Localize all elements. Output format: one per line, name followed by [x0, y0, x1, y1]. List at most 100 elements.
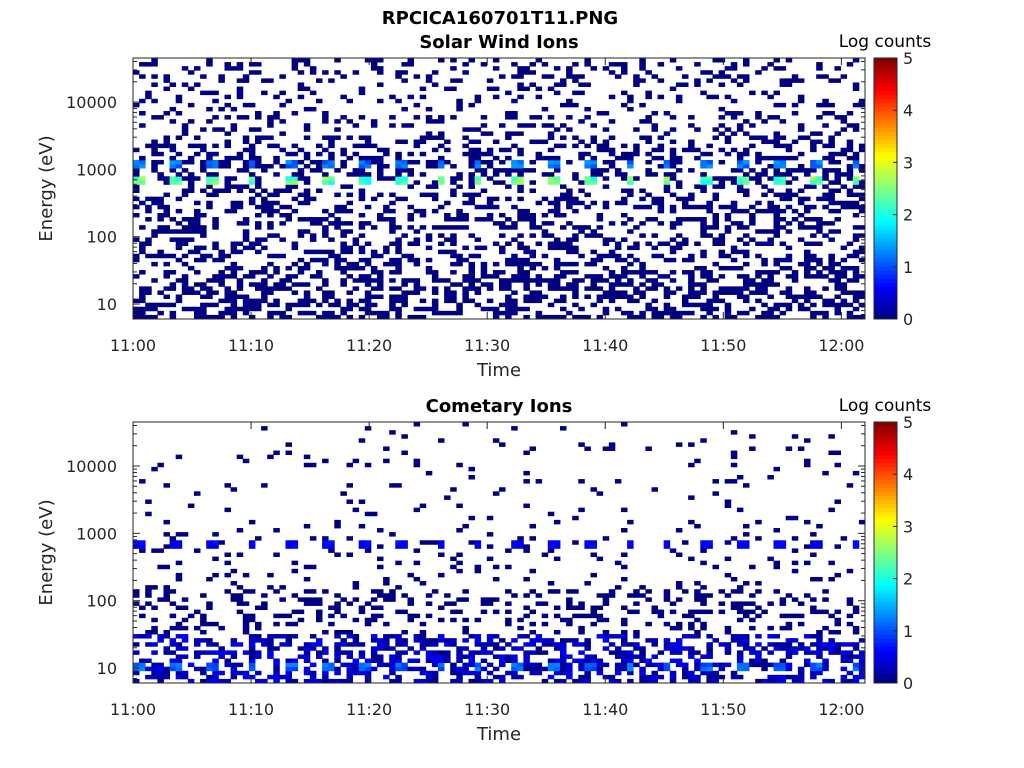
- spectrogram-cell: [480, 274, 488, 279]
- spectrogram-cell: [206, 58, 213, 63]
- spectrogram-cell: [511, 168, 518, 173]
- spectrogram-cell: [438, 180, 445, 185]
- spectrogram-cell: [627, 151, 634, 157]
- spectrogram-cell: [517, 634, 524, 639]
- spectrogram-cell: [206, 164, 213, 169]
- spectrogram-cell: [267, 646, 274, 651]
- spectrogram-cell: [810, 310, 817, 316]
- colorbar-segment: [874, 168, 897, 173]
- spectrogram-cell: [541, 278, 549, 283]
- spectrogram-cell: [572, 613, 579, 619]
- spectrogram-cell: [474, 634, 482, 639]
- spectrogram-cell: [279, 188, 286, 193]
- spectrogram-cell: [242, 274, 250, 279]
- spectrogram-cell: [169, 82, 177, 87]
- spectrogram-cell: [584, 180, 591, 185]
- spectrogram-cell: [822, 666, 829, 672]
- colorbar-segment: [874, 282, 897, 287]
- spectrogram-cell: [840, 200, 848, 206]
- spectrogram-cell: [688, 674, 695, 680]
- spectrogram-cell: [511, 111, 518, 116]
- spectrogram-cell: [212, 662, 219, 668]
- spectrogram-cell: [407, 184, 414, 189]
- spectrogram-cell: [431, 147, 439, 153]
- spectrogram-cell: [852, 470, 860, 476]
- spectrogram-cell: [224, 164, 231, 169]
- spectrogram-cell: [596, 658, 604, 664]
- spectrogram-cell: [663, 257, 671, 263]
- spectrogram-cell: [431, 654, 439, 659]
- spectrogram-cell: [694, 581, 701, 586]
- spectrogram-cell: [688, 495, 695, 500]
- spectrogram-cell: [425, 270, 433, 275]
- spectrogram-cell: [133, 204, 140, 210]
- spectrogram-cell: [804, 650, 811, 655]
- spectrogram-cell: [517, 151, 524, 157]
- spectrogram-cell: [584, 654, 591, 659]
- spectrogram-cell: [395, 658, 402, 664]
- spectrogram-cell: [450, 298, 457, 304]
- spectrogram-cell: [669, 314, 677, 320]
- spectrogram-cell: [450, 192, 457, 198]
- spectrogram-cell: [834, 172, 841, 177]
- spectrogram-cell: [450, 225, 457, 230]
- spectrogram-cell: [572, 143, 579, 149]
- spectrogram-cell: [486, 151, 494, 157]
- spectrogram-cell: [377, 155, 384, 161]
- spectrogram-cell: [151, 62, 158, 67]
- spectrogram-cell: [291, 143, 299, 149]
- spectrogram-cell: [370, 646, 378, 651]
- x-tick-label: 11:30: [464, 700, 510, 719]
- spectrogram-cell: [608, 94, 616, 100]
- spectrogram-cell: [267, 674, 274, 680]
- spectrogram-cell: [224, 572, 231, 578]
- spectrogram-cell: [370, 123, 378, 128]
- spectrogram-cell: [590, 613, 597, 619]
- spectrogram-cell: [370, 650, 378, 655]
- spectrogram-cell: [712, 670, 719, 676]
- spectrogram-cell: [431, 306, 439, 312]
- spectrogram-cell: [621, 654, 628, 659]
- spectrogram-cell: [822, 625, 829, 631]
- spectrogram-cell: [797, 666, 805, 672]
- y-tick-label: 1000: [76, 160, 117, 179]
- spectrogram-cell: [358, 609, 366, 615]
- spectrogram-cell: [151, 466, 158, 472]
- spectrogram-cell: [657, 310, 665, 316]
- spectrogram-cell: [248, 650, 256, 655]
- spectrogram-cell: [248, 241, 256, 246]
- spectrogram-cell: [230, 568, 238, 574]
- spectrogram-cell: [358, 221, 366, 226]
- spectrogram-cell: [444, 294, 451, 300]
- spectrogram-cell: [236, 62, 244, 67]
- spectrogram-cell: [797, 674, 805, 680]
- spectrogram-cell: [316, 613, 323, 619]
- spectrogram-cell: [486, 298, 494, 304]
- spectrogram-cell: [370, 634, 378, 639]
- spectrogram-cell: [852, 155, 860, 161]
- spectrogram-cell: [584, 106, 591, 112]
- spectrogram-cell: [364, 462, 372, 468]
- spectrogram-cell: [657, 164, 665, 169]
- spectrogram-cell: [553, 666, 561, 672]
- spectrogram-cell: [291, 540, 299, 545]
- spectrogram-cell: [194, 650, 201, 655]
- spectrogram-cell: [852, 200, 860, 206]
- spectrogram-cell: [291, 261, 299, 267]
- spectrogram-cell: [547, 241, 555, 246]
- spectrogram-cell: [743, 523, 750, 529]
- spectrogram-cell: [169, 119, 177, 124]
- spectrogram-cell: [511, 131, 518, 136]
- colorbar-segment: [874, 94, 897, 100]
- spectrogram-cell: [846, 654, 854, 659]
- spectrogram-cell: [291, 208, 299, 214]
- spectrogram-cell: [242, 221, 250, 226]
- spectrogram-cell: [566, 261, 573, 267]
- spectrogram-cell: [425, 119, 433, 124]
- spectrogram-cell: [743, 601, 750, 606]
- spectrogram-cell: [675, 245, 683, 251]
- spectrogram-cell: [572, 290, 579, 295]
- spectrogram-cell: [730, 115, 738, 120]
- spectrogram-cell: [175, 164, 183, 169]
- spectrogram-cell: [810, 159, 817, 165]
